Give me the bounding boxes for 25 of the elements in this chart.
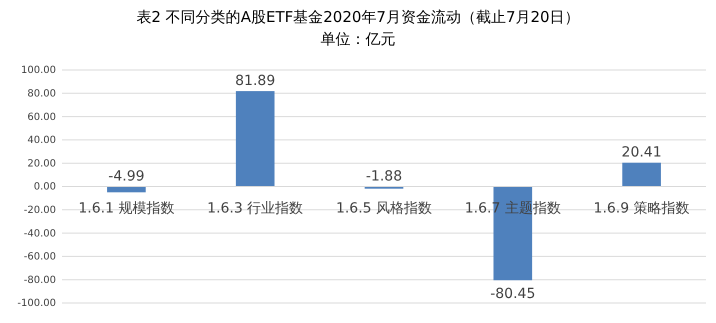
bar [107, 186, 146, 192]
y-tick-label: -100.00 [17, 298, 56, 310]
y-tick-label: -40.00 [24, 228, 56, 240]
x-tick-label: 1.6.3 行业指数 [207, 200, 304, 216]
data-label: 20.41 [622, 144, 662, 161]
y-tick-label: 80.00 [27, 88, 56, 100]
chart-title: 表2 不同分类的A股ETF基金2020年7月资金流动（截止7月20日） [136, 8, 580, 26]
x-tick-label: 1.6.9 策略指数 [594, 200, 690, 216]
y-tick-label: 0.00 [34, 182, 56, 193]
x-tick-label: 1.6.5 风格指数 [336, 200, 432, 216]
y-tick-label: -80.00 [24, 274, 56, 286]
bar [236, 91, 275, 186]
y-tick-label: 60.00 [27, 112, 56, 123]
chart-subtitle: 单位：亿元 [320, 30, 396, 48]
y-tick-label: -20.00 [24, 205, 56, 216]
y-tick-label: -60.00 [24, 252, 56, 263]
data-label: -80.45 [490, 286, 536, 302]
data-label: -4.99 [108, 168, 145, 184]
y-tick-label: 40.00 [27, 135, 56, 146]
x-tick-label: 1.6.1 规模指数 [78, 200, 174, 216]
data-label: -1.88 [366, 168, 402, 184]
data-label: 81.89 [235, 73, 276, 90]
y-tick-label: 100.00 [21, 65, 56, 76]
bar [622, 162, 661, 186]
y-tick-label: 20.00 [27, 158, 56, 170]
